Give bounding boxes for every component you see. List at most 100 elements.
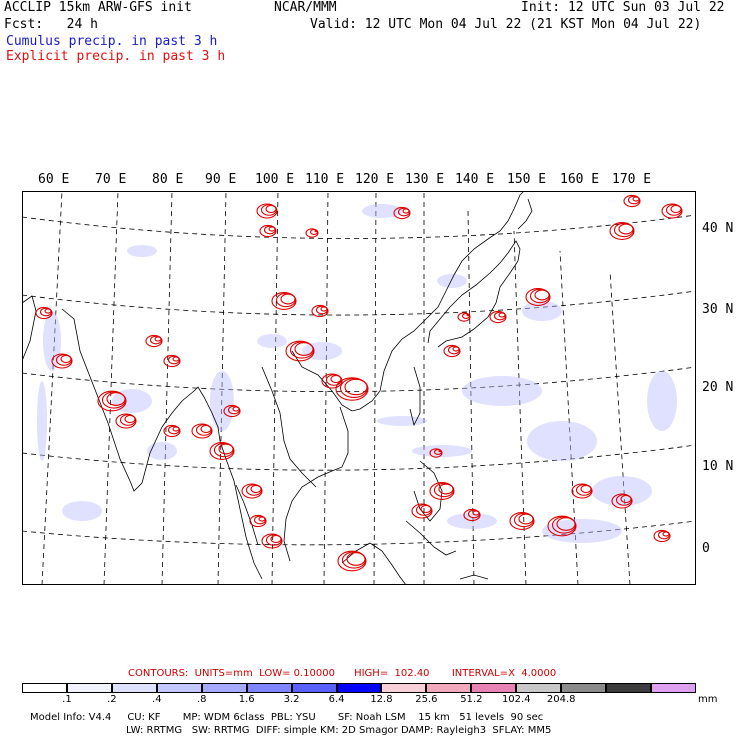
explicit-precip-contour — [172, 426, 180, 432]
explicit-precip-contour — [341, 551, 367, 569]
explicit-precip-contour — [339, 378, 369, 399]
colorbar-segment — [336, 683, 382, 693]
lat-label: 0 — [702, 541, 710, 556]
explicit-precip-contour — [321, 373, 343, 389]
explicit-precip-contour — [397, 207, 411, 217]
graticule-line — [373, 191, 377, 585]
colorbar-tick-label: 3.2 — [283, 694, 300, 705]
explicit-precip-contour — [249, 514, 267, 528]
explicit-precip-contour — [270, 534, 282, 544]
cumulus-precip-area — [210, 371, 234, 431]
cumulus-precip-area — [257, 334, 287, 348]
explicit-precip-contour — [101, 391, 127, 409]
explicit-precip-contour — [260, 204, 278, 216]
explicit-precip-contour — [467, 509, 481, 519]
explicit-precip-contour — [615, 494, 633, 506]
colorbar-tick-label: .1 — [62, 694, 72, 705]
explicit-precip-contour — [167, 355, 181, 365]
explicit-precip-contour — [124, 414, 136, 424]
explicit-precip-contour — [200, 424, 212, 434]
colorbar-tick-label: 1.6 — [238, 694, 255, 705]
explicit-precip-contour — [429, 448, 443, 458]
explicit-precip-contour — [337, 550, 367, 572]
lon-label: 120 E — [355, 172, 395, 187]
colorbar-tick-label: 6.4 — [328, 694, 345, 705]
lon-label: 140 E — [455, 172, 495, 187]
cumulus-precip-area — [37, 381, 47, 461]
explicit-precip-contour — [209, 442, 235, 460]
contour-low: LOW= 0.10000 — [259, 668, 335, 679]
cumulus-precip-area — [62, 501, 102, 521]
cumulus-precip-area — [527, 421, 597, 461]
explicit-precip-contour — [265, 534, 283, 546]
graticule-line — [22, 290, 696, 316]
colorbar-tick-label: 102.4 — [501, 694, 531, 705]
cumulus-precip-area — [112, 389, 152, 413]
explicit-precip-contour — [525, 288, 551, 306]
contour-units: UNITS=mm — [194, 668, 253, 679]
colorbar-segment — [246, 683, 292, 693]
explicit-precip-contour — [271, 292, 297, 310]
colorbar — [22, 683, 696, 693]
graticule-line — [22, 366, 696, 392]
explicit-precip-contour — [294, 342, 314, 356]
explicit-precip-contour — [461, 313, 471, 320]
colorbar-tick-label: .8 — [196, 694, 207, 705]
explicit-precip-contour — [518, 513, 534, 525]
cumulus-precip-area — [147, 442, 177, 460]
organization-label: NCAR/MMM — [274, 0, 337, 15]
explicit-precip-contour — [472, 510, 480, 516]
map-frame — [22, 191, 696, 585]
explicit-precip-contour — [289, 341, 315, 359]
explicit-precip-contour — [258, 516, 266, 522]
colorbar-tick-label: 12.8 — [370, 694, 393, 705]
explicit-precip-contour — [618, 223, 634, 235]
lon-label: 130 E — [405, 172, 445, 187]
explicit-precip-contour — [163, 354, 181, 368]
explicit-precip-contour — [259, 224, 277, 238]
explicit-precip-contour — [253, 515, 267, 525]
explicit-precip-contour — [218, 443, 234, 455]
explicit-precip-contour — [463, 508, 481, 522]
explicit-precip-contour — [665, 204, 683, 216]
explicit-precip-contour — [415, 504, 433, 516]
colorbar-segment — [111, 683, 157, 693]
contour-info: CONTOURS: UNITS=mm LOW= 0.10000 HIGH= 10… — [128, 668, 556, 679]
explicit-precip-contour — [466, 313, 470, 317]
lat-label: 20 N — [702, 380, 734, 395]
explicit-precip-contour — [509, 512, 535, 530]
explicit-precip-contour — [241, 483, 263, 499]
explicit-precip-contour — [429, 482, 455, 500]
footer-physics-info: LW: RRTMG SW: RRTMG DIFF: simple KM: 2D … — [126, 725, 552, 736]
lat-label: 30 N — [702, 302, 734, 317]
explicit-precip-contour — [529, 288, 551, 304]
colorbar-segment — [471, 683, 517, 693]
explicit-precip-contour — [580, 484, 592, 494]
cumulus-legend: Cumulus precip. in past 3 h — [6, 34, 218, 49]
explicit-precip-contour — [335, 377, 369, 401]
lon-label: 160 E — [560, 172, 600, 187]
explicit-precip-contour — [320, 306, 328, 312]
explicit-precip-contour — [661, 203, 683, 219]
colorbar-tick-label: .4 — [152, 694, 162, 705]
colorbar-unit: mm — [698, 694, 718, 705]
colorbar-segment — [201, 683, 247, 693]
explicit-precip-contour — [513, 512, 535, 528]
explicit-precip-contour — [344, 378, 368, 396]
lon-label: 60 E — [38, 172, 70, 187]
explicit-precip-contour — [268, 226, 276, 232]
lon-label: 70 E — [95, 172, 127, 187]
explicit-precip-contours — [35, 194, 683, 572]
valid-time: Valid: 12 UTC Mon 04 Jul 22 (21 KST Mon … — [310, 17, 702, 32]
colorbar-segment — [22, 683, 67, 693]
explicit-precip-contour — [149, 335, 163, 345]
explicit-precip-contour — [315, 305, 329, 315]
explicit-precip-contour — [489, 310, 507, 324]
lon-label: 80 E — [152, 172, 184, 187]
colorbar-segment — [291, 683, 337, 693]
explicit-precip-contour — [670, 204, 682, 214]
colorbar-tick-label: 204.8 — [546, 694, 576, 705]
explicit-precip-contour — [325, 374, 343, 386]
explicit-precip-contour — [575, 484, 593, 496]
cumulus-precip-area — [522, 301, 562, 321]
